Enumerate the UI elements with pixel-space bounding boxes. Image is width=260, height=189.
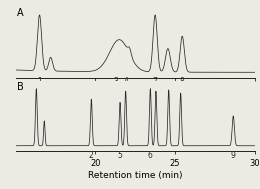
- Text: B: B: [17, 82, 24, 92]
- Text: 5: 5: [118, 151, 122, 160]
- Text: 4: 4: [124, 77, 129, 86]
- Text: 1: 1: [37, 77, 42, 86]
- X-axis label: Retention time (min): Retention time (min): [88, 171, 183, 180]
- Text: 8: 8: [180, 77, 185, 86]
- Text: A: A: [17, 8, 23, 18]
- Text: 7: 7: [153, 77, 158, 86]
- Text: 3: 3: [114, 77, 119, 86]
- Text: 6: 6: [148, 151, 153, 160]
- Text: 9: 9: [231, 151, 236, 160]
- Text: 2: 2: [89, 151, 94, 160]
